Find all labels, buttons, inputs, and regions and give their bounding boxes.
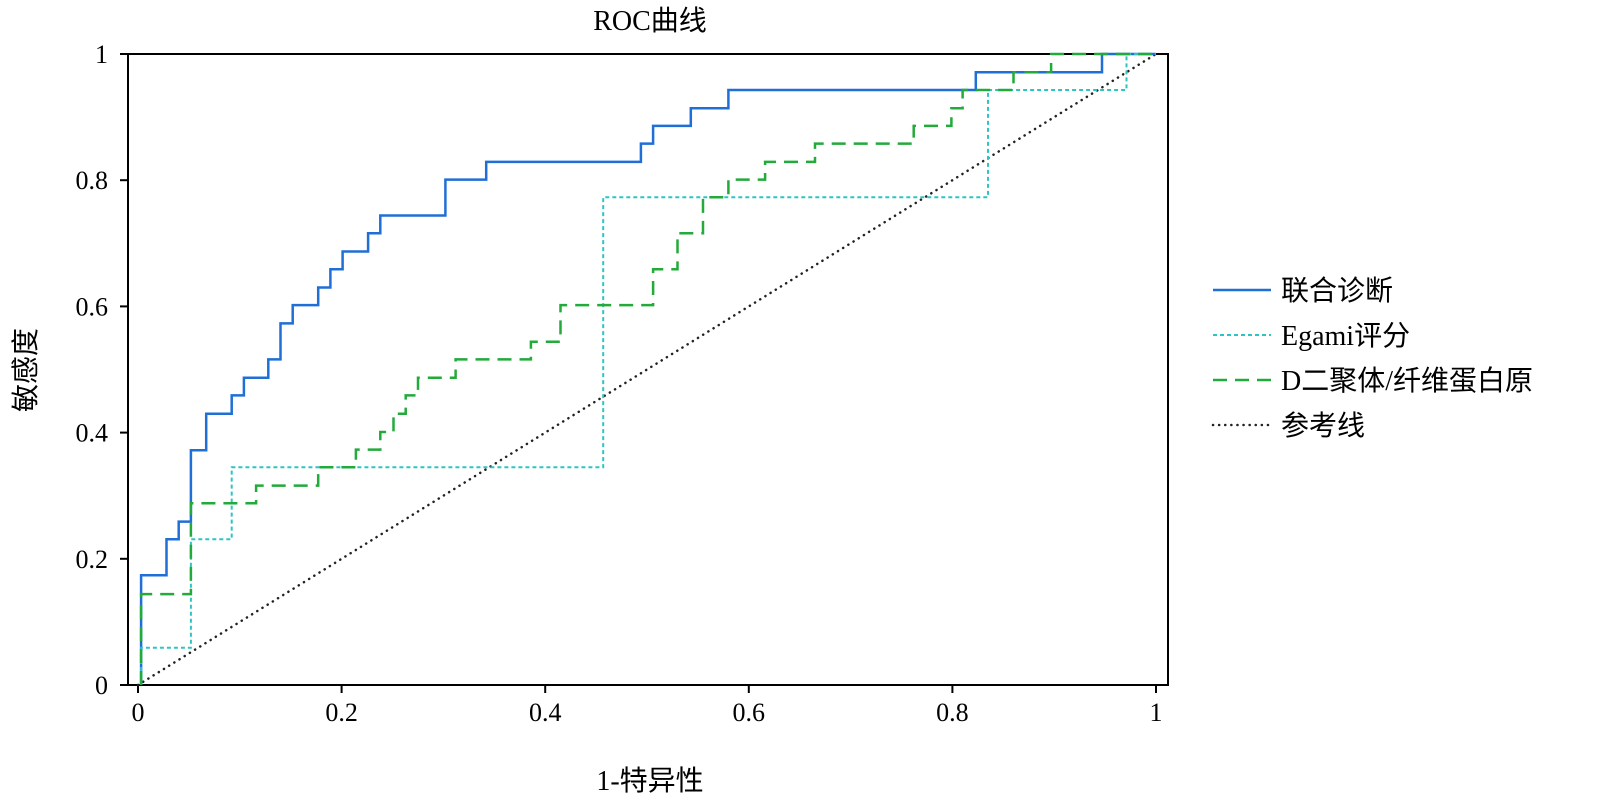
x-tick-label: 0.6 (733, 698, 766, 727)
y-tick-label: 0 (95, 671, 108, 700)
y-tick-label: 0.2 (76, 545, 109, 574)
y-axis-ticks: 0 0.2 0.4 0.6 0.8 1 (76, 40, 128, 700)
x-tick-label: 1 (1150, 698, 1163, 727)
y-tick-label: 0.4 (76, 419, 109, 448)
y-tick-label: 0.6 (76, 292, 109, 321)
chart-title: ROC曲线 (593, 5, 707, 37)
x-tick-label: 0.8 (936, 698, 969, 727)
legend-label: Egami评分 (1281, 321, 1410, 352)
series-layer (136, 52, 1158, 687)
y-axis-label: 敏感度 (10, 328, 42, 412)
x-tick-label: 0.4 (529, 698, 562, 727)
x-tick-label: 0 (132, 698, 145, 727)
x-axis-label: 1-特异性 (596, 765, 703, 797)
legend-label: 联合诊断 (1281, 275, 1393, 307)
legend-label: 参考线 (1281, 410, 1365, 442)
series-line-2 (140, 53, 1156, 685)
plot-frame (127, 53, 1169, 686)
legend-label: D二聚体/纤维蛋白原 (1281, 365, 1533, 397)
series-line-3 (139, 52, 1156, 685)
x-tick-label: 0.2 (325, 698, 358, 727)
y-tick-label: 0.8 (76, 166, 109, 195)
series-line-1 (139, 52, 1156, 685)
plot-area (127, 53, 1169, 686)
series-line-4 (136, 52, 1158, 687)
x-axis-ticks: 0 0.2 0.4 0.6 0.8 1 (132, 685, 1163, 727)
y-tick-label: 1 (95, 40, 108, 69)
